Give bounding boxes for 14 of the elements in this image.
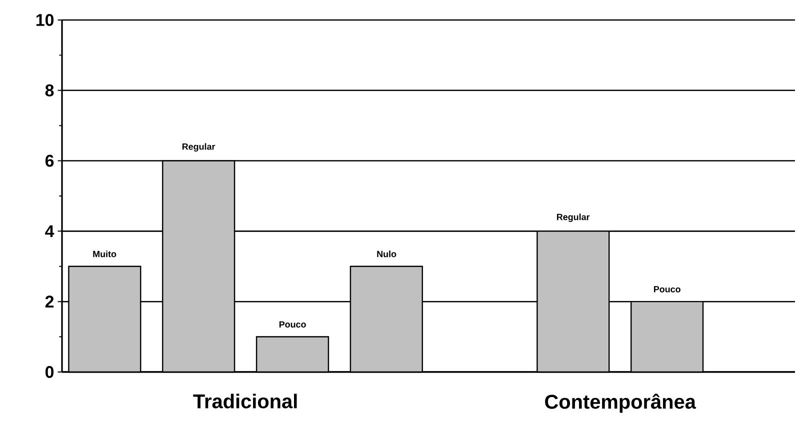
y-tick-label: 10 — [36, 14, 54, 26]
y-tick-label: 2 — [45, 296, 54, 308]
y-tick-label: 4 — [45, 225, 54, 238]
series-label: Pouco — [279, 321, 306, 328]
x-tick-label: Tradicional — [193, 394, 297, 408]
x-tick-label: Contemporânea — [545, 394, 696, 413]
y-tick-label: 6 — [45, 154, 54, 167]
text: Regular — [556, 214, 590, 222]
text: Pouco — [654, 286, 680, 292]
series-label: Muito — [93, 250, 116, 258]
y-tick-label: 0 — [45, 366, 54, 378]
y-tick-label: 8 — [45, 84, 54, 96]
series-label: Nulo — [377, 250, 396, 258]
series-label: Regular — [182, 143, 216, 152]
